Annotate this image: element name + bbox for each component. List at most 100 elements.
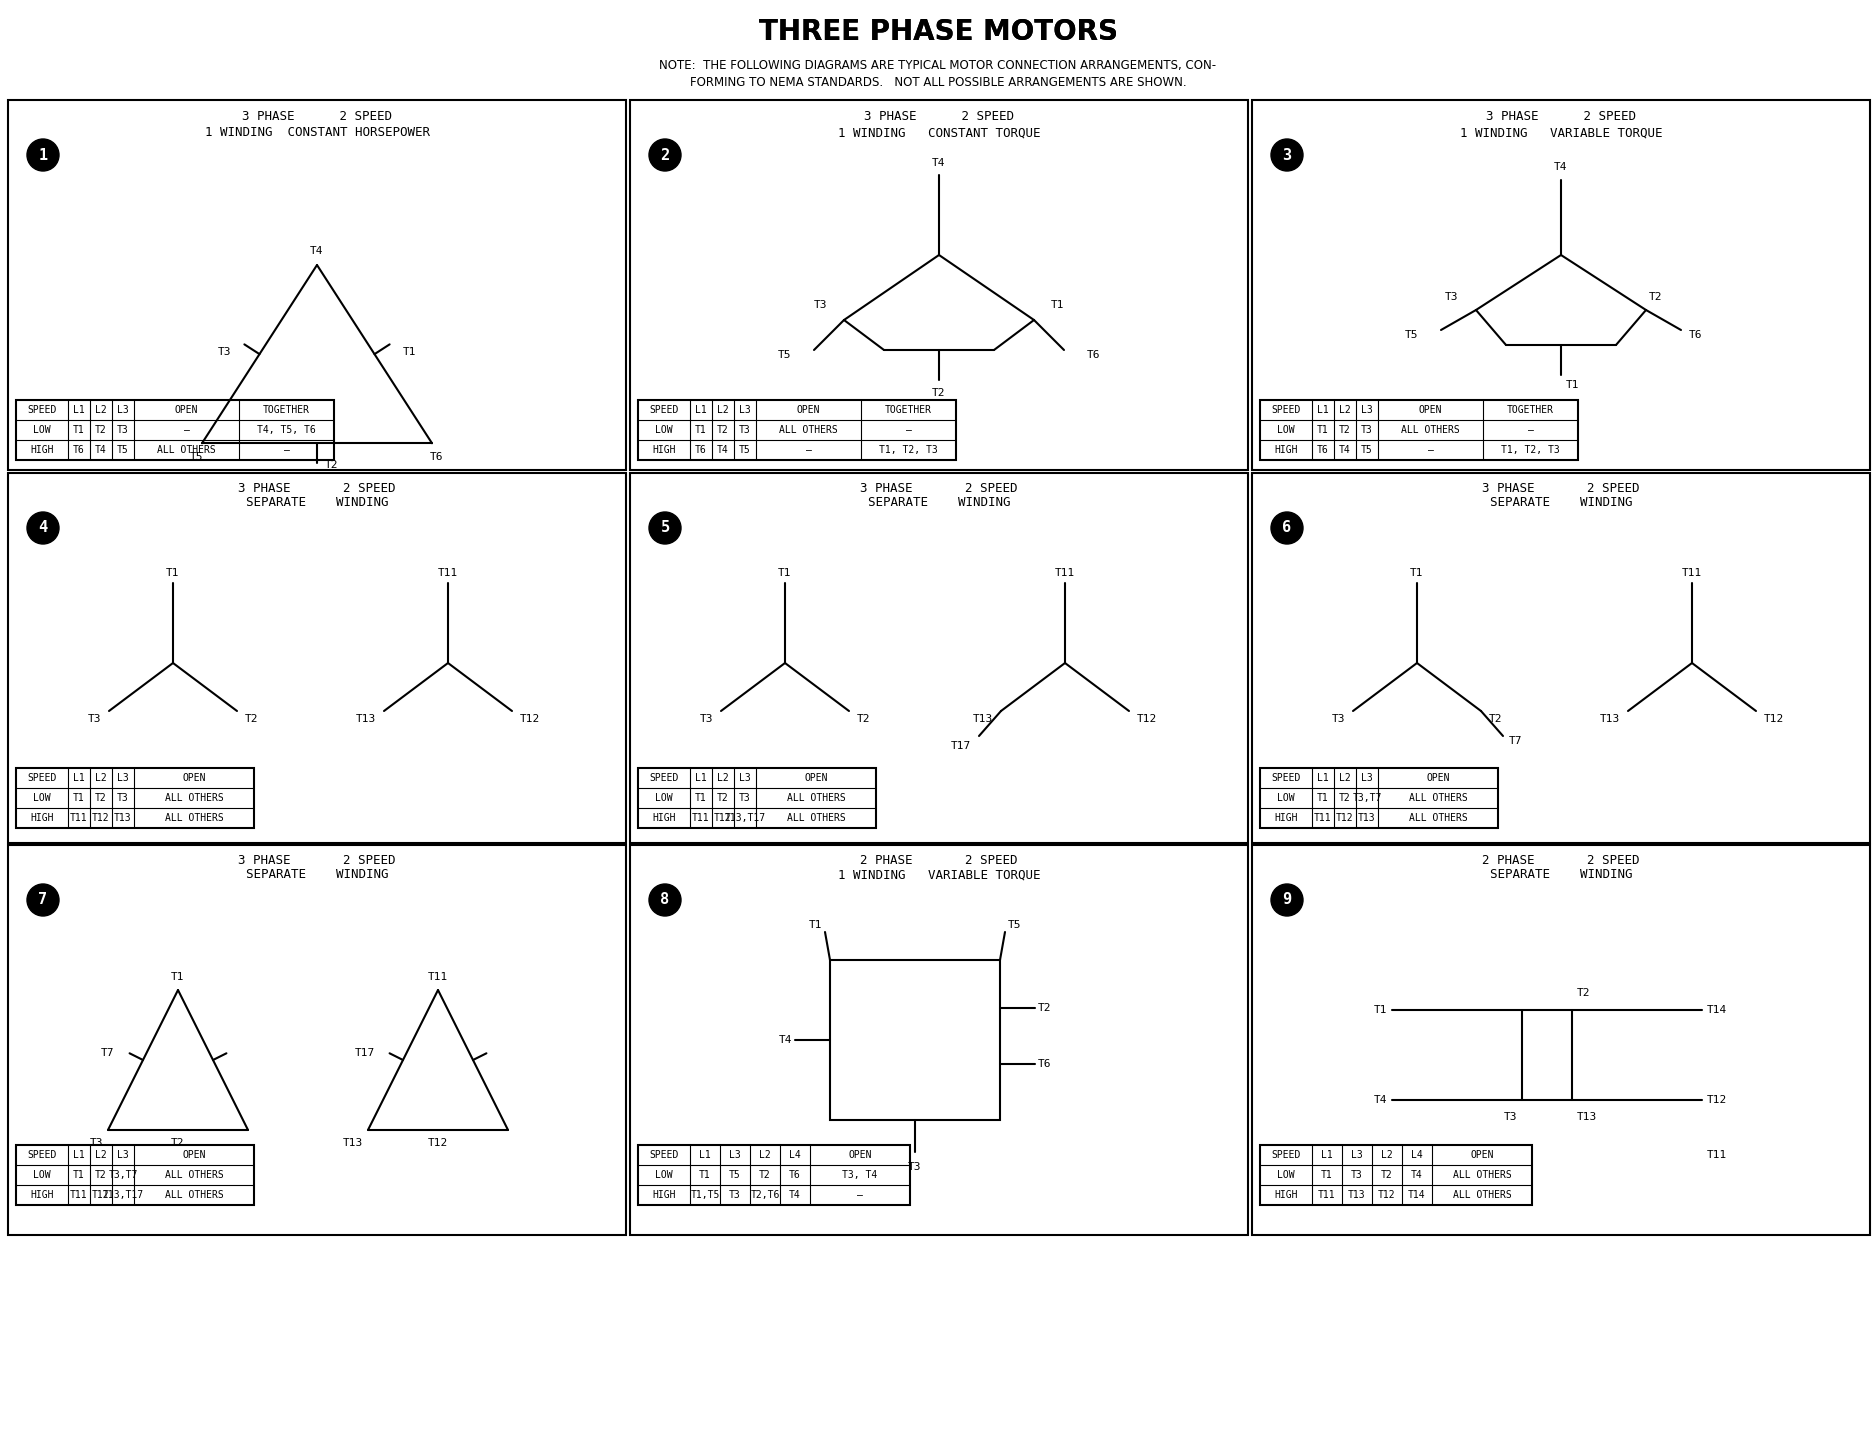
Text: T11: T11	[692, 813, 709, 823]
Text: T17: T17	[951, 741, 972, 751]
Text: T3: T3	[814, 300, 827, 310]
Text: T5: T5	[189, 453, 204, 462]
Text: HIGH: HIGH	[1274, 446, 1298, 454]
Text: T3: T3	[739, 793, 750, 803]
Text: SPEED: SPEED	[649, 773, 679, 783]
Text: L3: L3	[116, 1150, 129, 1160]
Text: 3: 3	[1283, 148, 1291, 162]
Text: T2: T2	[1037, 1003, 1052, 1013]
Text: L2: L2	[717, 773, 730, 783]
Text: L3: L3	[739, 405, 750, 415]
Text: T12: T12	[1336, 813, 1354, 823]
Text: T11: T11	[1683, 569, 1702, 577]
Text: THREE PHASE MOTORS: THREE PHASE MOTORS	[758, 17, 1118, 46]
Text: T2: T2	[1649, 292, 1662, 302]
Text: SPEED: SPEED	[28, 1150, 56, 1160]
Text: LOW: LOW	[34, 1171, 51, 1179]
Text: L1: L1	[1317, 773, 1328, 783]
Text: T2: T2	[717, 793, 730, 803]
Text: OPEN: OPEN	[848, 1150, 872, 1160]
Text: 8: 8	[660, 893, 670, 907]
Text: T4: T4	[310, 246, 325, 256]
Text: 3 PHASE      2 SPEED: 3 PHASE 2 SPEED	[865, 110, 1015, 123]
Text: LOW: LOW	[1278, 793, 1294, 803]
Text: HIGH: HIGH	[653, 813, 675, 823]
Text: NOTE:  THE FOLLOWING DIAGRAMS ARE TYPICAL MOTOR CONNECTION ARRANGEMENTS, CON-: NOTE: THE FOLLOWING DIAGRAMS ARE TYPICAL…	[660, 58, 1216, 71]
Text: T3: T3	[908, 1162, 921, 1172]
Text: T6: T6	[1688, 330, 1703, 340]
Text: T13: T13	[974, 713, 992, 724]
Text: 2 PHASE       2 SPEED: 2 PHASE 2 SPEED	[861, 854, 1019, 867]
Text: T1: T1	[73, 793, 84, 803]
Text: ALL OTHERS: ALL OTHERS	[165, 813, 223, 823]
Text: L2: L2	[96, 773, 107, 783]
Circle shape	[1272, 139, 1304, 171]
Bar	[1261, 399, 1578, 460]
Text: OPEN: OPEN	[1426, 773, 1450, 783]
Text: L1: L1	[73, 405, 84, 415]
Text: L1: L1	[696, 773, 707, 783]
Text: SEPARATE    WINDING: SEPARATE WINDING	[1490, 496, 1632, 509]
Bar	[829, 959, 1000, 1120]
Circle shape	[26, 139, 58, 171]
Text: T6: T6	[1086, 350, 1101, 360]
Text: 2: 2	[660, 148, 670, 162]
Text: T1: T1	[1317, 793, 1328, 803]
Text: LOW: LOW	[1278, 425, 1294, 436]
Text: 3 PHASE       2 SPEED: 3 PHASE 2 SPEED	[861, 482, 1019, 495]
Text: T1: T1	[167, 569, 180, 577]
Text: HIGH: HIGH	[30, 1189, 54, 1200]
Text: T1: T1	[73, 1171, 84, 1179]
Text: T3: T3	[1332, 713, 1345, 724]
Text: L3: L3	[1362, 405, 1373, 415]
Text: T1: T1	[700, 1171, 711, 1179]
Text: T12: T12	[715, 813, 732, 823]
Text: 6: 6	[1283, 521, 1291, 535]
Text: L1: L1	[73, 773, 84, 783]
Text: T12: T12	[520, 713, 540, 724]
Text: L3: L3	[1362, 773, 1373, 783]
Text: L2: L2	[1339, 773, 1351, 783]
Circle shape	[649, 884, 681, 916]
Text: T13: T13	[1600, 713, 1621, 724]
Text: OPEN: OPEN	[1471, 1150, 1493, 1160]
Text: T1: T1	[1411, 569, 1424, 577]
Text: T7: T7	[1508, 737, 1523, 747]
Text: T12: T12	[1763, 713, 1784, 724]
Text: SPEED: SPEED	[1272, 773, 1300, 783]
Text: T14: T14	[1707, 1006, 1728, 1014]
Text: T1: T1	[779, 569, 792, 577]
Text: OPEN: OPEN	[174, 405, 199, 415]
Text: T1: T1	[1566, 381, 1580, 391]
Bar	[630, 473, 1248, 844]
Text: T3: T3	[1445, 292, 1458, 302]
Text: SEPARATE    WINDING: SEPARATE WINDING	[246, 868, 388, 881]
Text: L2: L2	[96, 1150, 107, 1160]
Text: T4, T5, T6: T4, T5, T6	[257, 425, 315, 436]
Text: T11: T11	[1319, 1189, 1336, 1200]
Text: T11: T11	[437, 569, 458, 577]
Bar	[638, 399, 957, 460]
Circle shape	[26, 512, 58, 544]
Text: T1: T1	[1317, 425, 1328, 436]
Text: SEPARATE    WINDING: SEPARATE WINDING	[869, 496, 1011, 509]
Text: T11: T11	[1315, 813, 1332, 823]
Text: 5: 5	[660, 521, 670, 535]
Text: L1: L1	[1317, 405, 1328, 415]
Text: T12: T12	[1707, 1095, 1728, 1106]
Text: LOW: LOW	[655, 793, 673, 803]
Text: T3,T7: T3,T7	[109, 1171, 137, 1179]
Text: L3: L3	[730, 1150, 741, 1160]
Text: T1: T1	[696, 793, 707, 803]
Text: T3: T3	[90, 1137, 103, 1147]
Text: LOW: LOW	[1278, 1171, 1294, 1179]
Text: T1: T1	[1321, 1171, 1332, 1179]
Text: OPEN: OPEN	[797, 405, 820, 415]
Text: 2 PHASE       2 SPEED: 2 PHASE 2 SPEED	[1482, 854, 1640, 867]
Text: 1 WINDING  CONSTANT HORSEPOWER: 1 WINDING CONSTANT HORSEPOWER	[204, 126, 430, 139]
Text: T13: T13	[1578, 1111, 1596, 1121]
Bar	[1251, 100, 1870, 470]
Text: T13: T13	[1349, 1189, 1366, 1200]
Text: T5: T5	[739, 446, 750, 454]
Text: T11: T11	[69, 1189, 88, 1200]
